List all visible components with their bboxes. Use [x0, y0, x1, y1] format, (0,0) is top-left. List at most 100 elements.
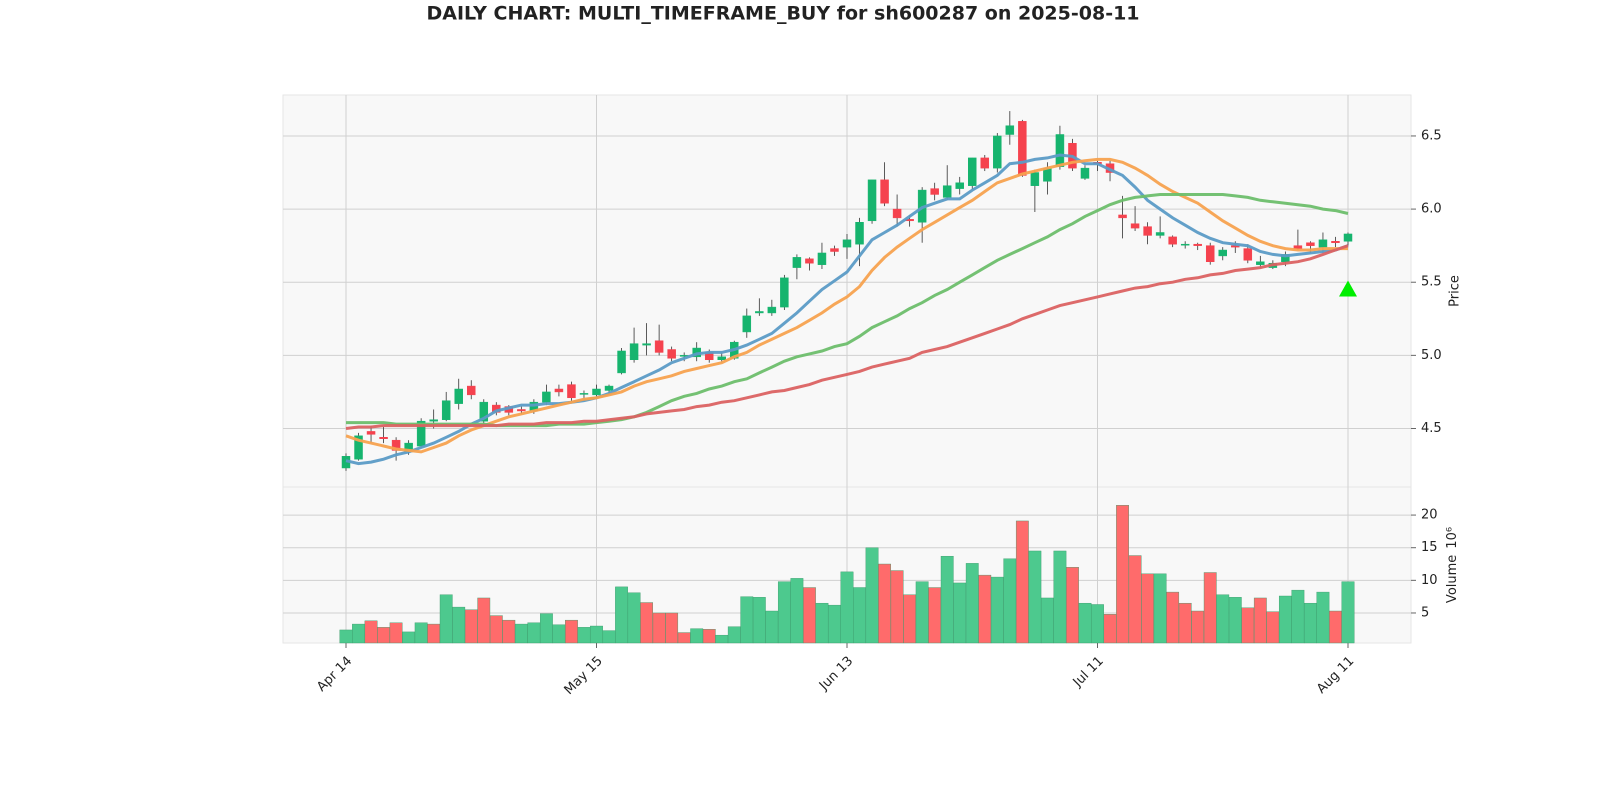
volume-label: Volume	[1445, 555, 1460, 603]
volume-bar	[690, 628, 704, 644]
volume-bar	[1191, 610, 1205, 644]
volume-bar	[890, 570, 904, 644]
volume-bar	[477, 597, 491, 644]
volume-bar	[903, 594, 917, 644]
candle-body	[517, 409, 526, 412]
volume-bar	[990, 576, 1004, 644]
candle-body	[830, 248, 839, 252]
x-tick-label: Jun 13	[816, 654, 856, 694]
candle-body	[454, 388, 463, 404]
volume-bar	[1153, 573, 1167, 644]
x-tick-label: Aug 11	[1314, 654, 1357, 697]
volume-bar	[514, 623, 528, 644]
volume-bar	[828, 604, 841, 644]
volume-bar	[377, 627, 390, 644]
volume-bar	[1141, 573, 1155, 644]
volume-bar	[1266, 611, 1280, 644]
candle-body	[1218, 249, 1227, 257]
volume-bar	[1341, 581, 1355, 644]
volume-bar	[1116, 505, 1129, 644]
candle-body	[366, 431, 376, 435]
candle-body	[792, 257, 802, 268]
volume-bar	[464, 609, 478, 644]
volume-bar	[615, 586, 628, 644]
volume-bar	[414, 622, 428, 644]
volume-bar	[1028, 550, 1042, 644]
candle-body	[604, 385, 614, 391]
volume-bar	[627, 592, 641, 644]
volume-bar	[777, 581, 791, 644]
volume-bar	[1128, 555, 1142, 644]
candle-body	[1243, 248, 1253, 261]
volume-bar	[1216, 594, 1230, 644]
volume-bar	[702, 629, 716, 644]
candle-body	[842, 239, 852, 248]
volume-bar	[1078, 602, 1092, 644]
candle-body	[1143, 226, 1152, 236]
chart-title: DAILY CHART: MULTI_TIMEFRAME_BUY for sh6…	[426, 3, 1139, 25]
ma-line	[345, 244, 1349, 430]
volume-bar	[1053, 550, 1067, 644]
volume-bar	[677, 632, 691, 644]
candle-body	[379, 437, 388, 439]
candle-body	[1293, 245, 1303, 249]
volume-bar	[1003, 558, 1017, 644]
volume-bar	[715, 634, 729, 644]
y-tick-label: 5	[1421, 605, 1429, 620]
candle-body	[429, 419, 438, 422]
volume-bar	[978, 574, 992, 644]
volume-bar	[652, 612, 666, 644]
candle-body	[441, 400, 451, 420]
y-tick-label: 10	[1421, 573, 1438, 588]
candle-body	[1205, 245, 1215, 262]
candle-body	[542, 391, 551, 403]
candle-body	[1118, 214, 1127, 219]
candle-body	[1318, 239, 1328, 248]
y-tick-label: 5.5	[1421, 275, 1442, 290]
candle-body	[767, 306, 777, 314]
volume-bar	[1304, 602, 1317, 644]
volume-bar	[853, 587, 866, 644]
candle-body	[467, 385, 476, 396]
candle-body	[968, 157, 977, 186]
volume-bar	[527, 622, 541, 644]
candle-body	[993, 135, 1002, 169]
volume-bar	[1253, 597, 1267, 644]
volume-bar	[552, 624, 566, 644]
candle-body	[1130, 223, 1140, 229]
volume-bar	[1203, 572, 1217, 644]
candle-body	[354, 435, 363, 460]
candle-body	[554, 388, 564, 393]
ma-line	[345, 153, 1349, 466]
volume-bar	[915, 581, 929, 644]
volume-bar	[565, 619, 578, 644]
volume-bar	[1178, 602, 1192, 644]
volume-bar	[665, 612, 679, 644]
volume-bar	[352, 623, 365, 644]
candle-body	[817, 252, 827, 265]
candle-body	[930, 188, 939, 195]
candle-body	[980, 157, 990, 169]
volume-bar	[1103, 614, 1117, 644]
volume-bar	[364, 620, 378, 644]
volume-bar	[1278, 595, 1292, 644]
volume-bar	[590, 625, 603, 644]
volume-bar	[1066, 567, 1079, 644]
candle-body	[942, 185, 952, 198]
candle-body	[805, 258, 814, 264]
y-tick-label: 5.0	[1421, 348, 1442, 363]
volume-axis-label: Volume 10⁶	[1445, 527, 1460, 603]
candle-body	[1030, 172, 1040, 186]
volume-bar	[928, 587, 942, 644]
candle-body	[1193, 243, 1202, 246]
volume-bar	[402, 631, 416, 644]
volume-bar	[427, 623, 441, 644]
candle-body	[1055, 134, 1065, 167]
candle-body	[1080, 167, 1090, 179]
candle-body	[654, 340, 664, 353]
y-tick-label: 6.5	[1421, 128, 1442, 143]
volume-bar	[815, 602, 829, 644]
volume-bar	[790, 578, 804, 644]
volume-bar	[602, 630, 616, 644]
